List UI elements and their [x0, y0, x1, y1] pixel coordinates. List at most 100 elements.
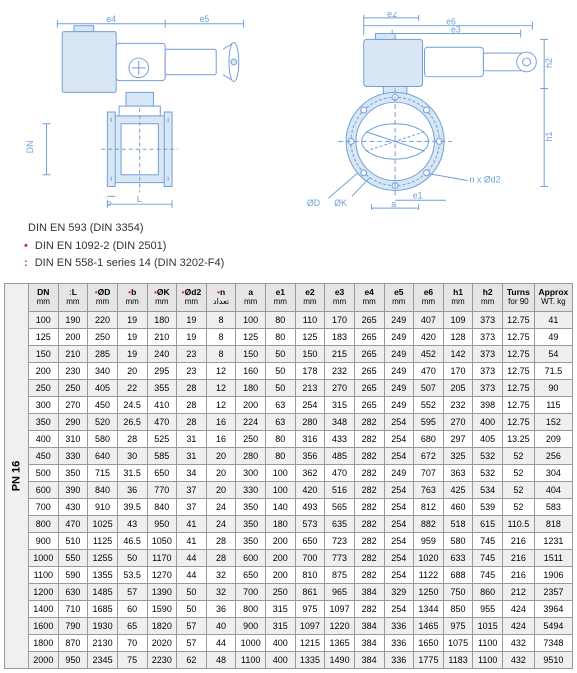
cell: 1344 [414, 600, 444, 617]
cell: 62 [177, 651, 207, 668]
cell: 49 [534, 328, 572, 345]
cell: 282 [354, 413, 384, 430]
cell: 355 [147, 379, 177, 396]
cell: 1906 [534, 566, 572, 583]
cell: 31 [177, 447, 207, 464]
cell: 410 [147, 396, 177, 413]
cell: 265 [354, 328, 384, 345]
cell: 50 [177, 583, 207, 600]
cell: 1100 [29, 566, 59, 583]
cell: 170 [443, 362, 473, 379]
cell: 280 [236, 447, 266, 464]
column-header: e1mm [266, 283, 296, 311]
cell: 254 [384, 515, 414, 532]
cell: 254 [384, 532, 414, 549]
table-row: 4003105802852531162508031643328225468029… [29, 430, 573, 447]
column-header: e2mm [295, 283, 325, 311]
cell: 950 [58, 651, 88, 668]
table-row: 6003908403677037203301004205162822547634… [29, 481, 573, 498]
cell: 150 [236, 345, 266, 362]
cell: 2000 [29, 651, 59, 668]
cell: 350 [236, 498, 266, 515]
cell: 180 [236, 379, 266, 396]
column-header: e4mm [354, 283, 384, 311]
cell: 424 [503, 617, 535, 634]
cell: 800 [236, 600, 266, 617]
cell: 552 [414, 396, 444, 413]
cell: 452 [414, 345, 444, 362]
cell: 50 [117, 549, 147, 566]
cell: 140 [266, 498, 296, 515]
cell: 1122 [414, 566, 444, 583]
cell: 635 [325, 515, 355, 532]
cell: 209 [534, 430, 572, 447]
cell: 1511 [534, 549, 572, 566]
cell: 1220 [325, 617, 355, 634]
column-header: amm [236, 283, 266, 311]
cell: 40 [206, 617, 236, 634]
cell: 1465 [414, 617, 444, 634]
cell: 336 [384, 651, 414, 668]
table-row: 30027045024.5410281220063254315265249552… [29, 396, 573, 413]
cell: 424 [503, 600, 535, 617]
cell: 565 [325, 498, 355, 515]
cell: 19 [117, 345, 147, 362]
cell: 220 [88, 311, 118, 328]
label-h2: h2 [544, 58, 554, 68]
cell: 1050 [147, 532, 177, 549]
cell: 860 [473, 583, 503, 600]
cell: 152 [534, 413, 572, 430]
cell: 125 [29, 328, 59, 345]
cell: 1355 [88, 566, 118, 583]
cell: 615 [473, 515, 503, 532]
cell: 178 [295, 362, 325, 379]
cell: 910 [88, 498, 118, 515]
table-row: 2002303402029523121605017823226524947017… [29, 362, 573, 379]
cell: 44 [206, 634, 236, 651]
label-phik: ØK [335, 198, 348, 208]
cell: 249 [384, 311, 414, 328]
cell: 7348 [534, 634, 572, 651]
cell: 680 [414, 430, 444, 447]
cell: 1075 [443, 634, 473, 651]
cell: 350 [58, 464, 88, 481]
cell: 507 [414, 379, 444, 396]
cell: 200 [266, 549, 296, 566]
cell: 43 [117, 515, 147, 532]
cell: 282 [354, 481, 384, 498]
cell: 50 [266, 345, 296, 362]
cell: 282 [354, 532, 384, 549]
cell: 254 [384, 481, 414, 498]
cell: 1650 [414, 634, 444, 651]
cell: 80 [266, 311, 296, 328]
cell: 212 [503, 583, 535, 600]
cell: 1183 [443, 651, 473, 668]
cell: 57 [177, 634, 207, 651]
cell: 373 [473, 328, 503, 345]
cell: 336 [384, 617, 414, 634]
cell: 715 [88, 464, 118, 481]
cell: 405 [473, 430, 503, 447]
cell: 539 [473, 498, 503, 515]
cell: 75 [117, 651, 147, 668]
cell: 373 [473, 362, 503, 379]
cell: 745 [473, 566, 503, 583]
cell: 384 [354, 651, 384, 668]
cell: 20 [206, 481, 236, 498]
cell: 210 [58, 345, 88, 362]
cell: 329 [384, 583, 414, 600]
cell: 1365 [325, 634, 355, 651]
cell: 573 [295, 515, 325, 532]
cell: 450 [29, 447, 59, 464]
cell: 24 [206, 515, 236, 532]
cell: 19 [117, 311, 147, 328]
note-symbol: : [24, 257, 28, 269]
cell: 12.75 [503, 311, 535, 328]
cell: 295 [147, 362, 177, 379]
table-row: 1100590135553.51270443265020081087528225… [29, 566, 573, 583]
cell: 470 [147, 413, 177, 430]
cell: 1685 [88, 600, 118, 617]
note-text: DIN EN 558-1 series 14 (DIN 3202-F4) [35, 257, 225, 269]
cell: 650 [236, 566, 266, 583]
cell: 1097 [325, 600, 355, 617]
